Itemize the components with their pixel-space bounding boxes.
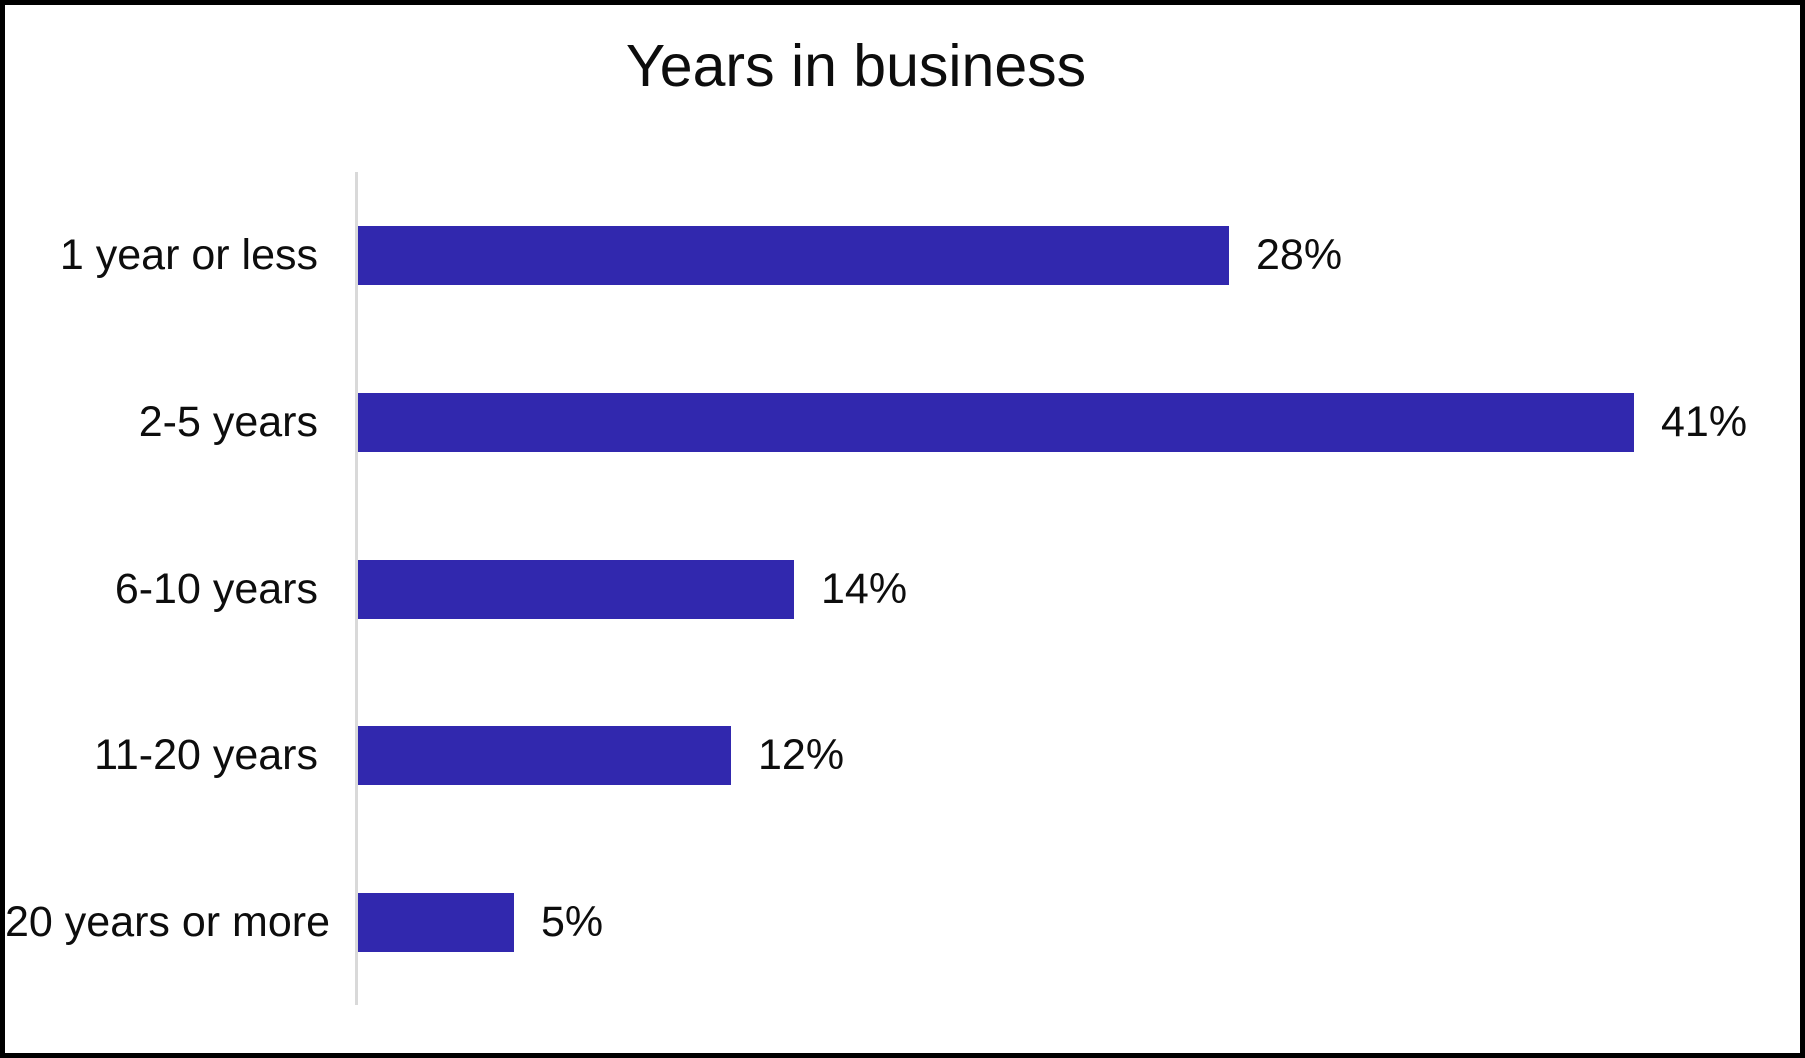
value-label: 41% [1661, 398, 1748, 446]
bar-11-20-years [358, 726, 731, 785]
category-label: 1 year or less [59, 231, 318, 279]
bar-2-5-years [358, 393, 1634, 452]
category-label: 2-5 years [138, 398, 318, 446]
bar-20-years-or-more [358, 893, 514, 952]
value-label: 28% [1256, 231, 1343, 279]
bar-1-year-or-less [358, 226, 1229, 285]
bar-row-1-year-or-less: 1 year or less 28% [5, 226, 1800, 285]
bar-6-10-years [358, 560, 794, 619]
category-label: 20 years or more [5, 898, 331, 946]
y-axis-line [355, 172, 358, 1005]
category-label: 6-10 years [114, 565, 318, 613]
value-label: 5% [541, 898, 604, 946]
category-label: 11-20 years [94, 731, 318, 779]
bar-row-2-5-years: 2-5 years 41% [5, 393, 1800, 452]
value-label: 12% [758, 731, 845, 779]
value-label: 14% [821, 565, 908, 613]
bar-row-6-10-years: 6-10 years 14% [5, 560, 1800, 619]
bar-row-11-20-years: 11-20 years 12% [5, 726, 1800, 785]
chart-title: Years in business [625, 33, 1087, 99]
bar-row-20-years-or-more: 20 years or more 5% [5, 893, 1800, 952]
